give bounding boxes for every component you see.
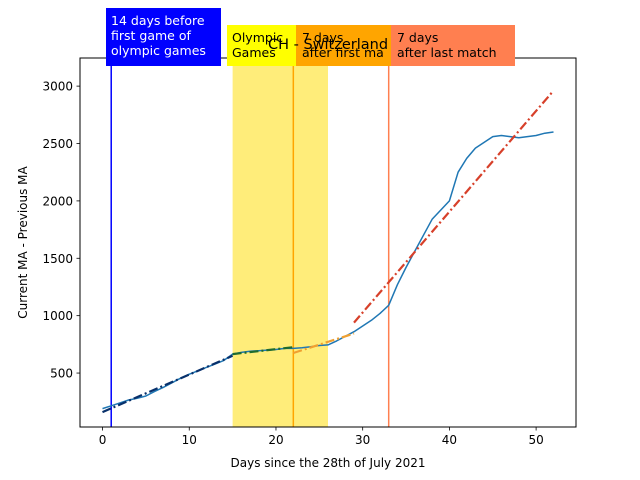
series-line-1 [102, 354, 234, 414]
annotation-text: 14 days before [111, 13, 205, 28]
y-tick-label: 2500 [42, 137, 73, 151]
annotation-box [296, 25, 393, 66]
annotation-box [391, 25, 515, 66]
annotation-text: after last match [397, 45, 497, 60]
annotation-text: 7 days [302, 30, 343, 45]
x-tick-label: 50 [528, 433, 543, 447]
x-tick-label: 0 [99, 433, 107, 447]
annotation-text: Games [232, 45, 276, 60]
x-tick-label: 30 [355, 433, 370, 447]
annotation-text: olympic games [111, 43, 206, 58]
y-tick-label: 2000 [42, 194, 73, 208]
annotation-box [106, 8, 221, 66]
x-axis-label: Days since the 28th of July 2021 [231, 456, 426, 470]
annotation-text: Olympic [232, 30, 283, 45]
annotation-text: after first ma [302, 45, 384, 60]
tick-layer: 0 10 20 30 40 50 500 1000 1500 2000 2500 3000 [42, 80, 543, 447]
series-line-4 [353, 89, 555, 324]
vline-layer [110, 58, 390, 427]
annotation-box [227, 25, 297, 66]
y-tick-label: 1000 [42, 309, 73, 323]
annotation-text: 7 days [397, 30, 438, 45]
y-tick-label: 1500 [42, 252, 73, 266]
y-tick-label: 500 [50, 367, 73, 381]
x-tick-label: 10 [182, 433, 197, 447]
annotation-text: first game of [111, 28, 191, 43]
shaded-region-layer [232, 58, 328, 427]
series-line-2 [232, 346, 294, 356]
y-axis-label: Current MA - Previous MA [16, 165, 30, 318]
y-tick-label: 3000 [42, 80, 73, 94]
series-line-3 [292, 332, 355, 355]
series-layer [102, 89, 555, 414]
chart-title: CH - Switzerland [268, 37, 388, 53]
olympic-shaded-region [232, 58, 328, 427]
x-tick-label: 40 [442, 433, 457, 447]
x-tick-label: 20 [268, 433, 283, 447]
